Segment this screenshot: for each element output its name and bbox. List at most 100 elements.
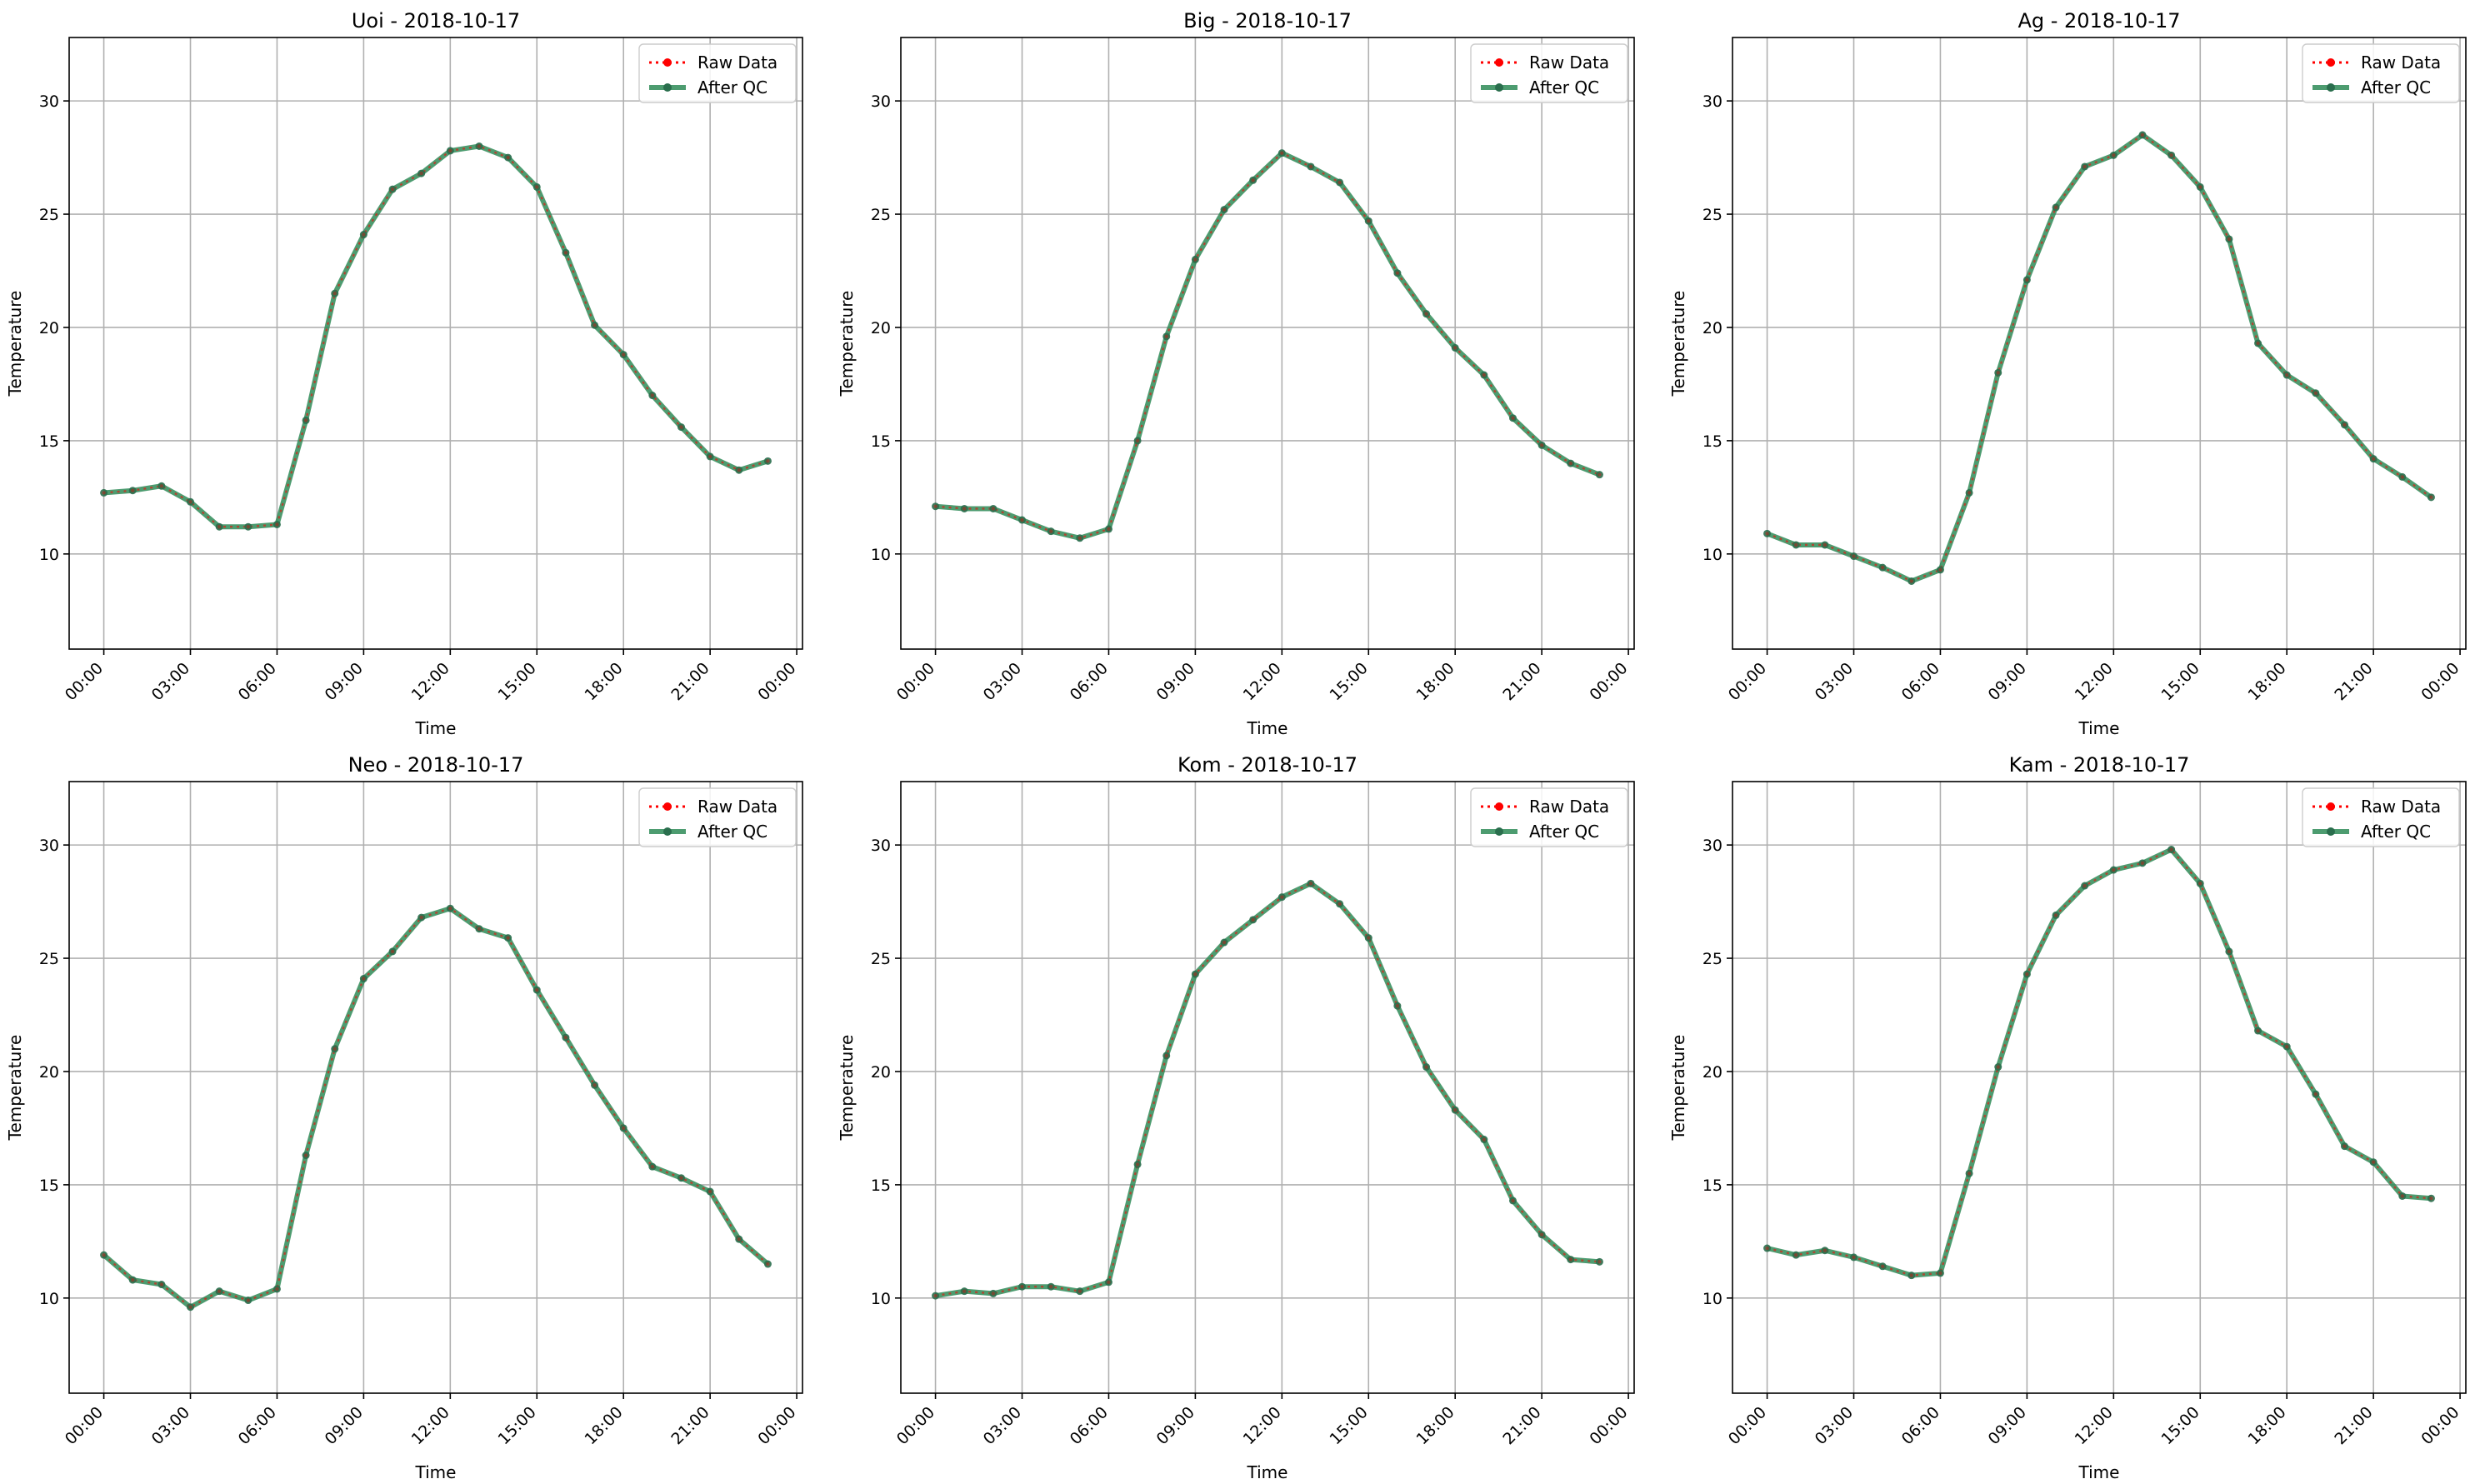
- data-point-raw-data: [679, 425, 682, 428]
- data-point-raw-data: [102, 1253, 105, 1257]
- legend-raw-data-marker: [2327, 58, 2335, 67]
- data-point-raw-data: [2285, 1045, 2288, 1048]
- data-point-raw-data: [1453, 1108, 1457, 1112]
- data-point-raw-data: [2082, 165, 2086, 168]
- chart-panel-5: Kom - 2018-10-1700:00 03:00 06:00 09:00 12:0…: [837, 753, 1634, 1482]
- legend: Raw DataAfter QC: [2302, 788, 2459, 847]
- data-point-raw-data: [1049, 529, 1052, 532]
- data-point-raw-data: [304, 418, 308, 422]
- legend: Raw DataAfter QC: [639, 44, 796, 102]
- axes-frame: [69, 37, 802, 649]
- data-point-raw-data: [1823, 1249, 1827, 1252]
- data-point-raw-data: [1424, 1065, 1428, 1068]
- legend: Raw DataAfter QC: [1471, 788, 1628, 847]
- data-point-raw-data: [708, 1190, 712, 1193]
- data-point-raw-data: [419, 916, 422, 919]
- data-point-raw-data: [275, 522, 278, 526]
- data-point-raw-data: [1193, 257, 1197, 261]
- data-point-raw-data: [1193, 972, 1197, 976]
- data-point-raw-data: [478, 927, 481, 931]
- legend-after-qc-marker: [663, 83, 672, 92]
- data-point-raw-data: [1569, 1257, 1572, 1261]
- data-point-raw-data: [2256, 1029, 2259, 1032]
- data-point-raw-data: [1938, 568, 1942, 572]
- x-tick-label: 09:00: [322, 659, 367, 704]
- x-tick-label: 21:00: [1499, 659, 1544, 704]
- x-axis-label: Time: [1247, 718, 1288, 738]
- x-tick-label: 06:00: [235, 659, 280, 704]
- data-point-raw-data: [1222, 207, 1226, 211]
- data-point-raw-data: [247, 1298, 250, 1302]
- data-point-raw-data: [1165, 335, 1168, 338]
- x-tick-label: 00:00: [754, 1403, 799, 1448]
- data-point-raw-data: [1338, 181, 1341, 184]
- x-tick-label: 12:00: [408, 1403, 453, 1448]
- data-point-raw-data: [564, 1036, 568, 1039]
- data-point-raw-data: [1222, 941, 1226, 944]
- x-tick-label: 15:00: [2158, 1403, 2203, 1448]
- data-point-raw-data: [2372, 1161, 2375, 1164]
- data-point-raw-data: [1251, 178, 1254, 182]
- y-tick-label: 10: [39, 1290, 59, 1308]
- data-point-raw-data: [2112, 868, 2115, 872]
- data-point-raw-data: [1280, 895, 1283, 898]
- data-point-raw-data: [2429, 1197, 2432, 1200]
- chart-title: Big - 2018-10-17: [1183, 9, 1352, 32]
- data-point-raw-data: [362, 977, 365, 980]
- y-axis-label: Temperature: [1668, 1035, 1688, 1142]
- chart-title: Ag - 2018-10-17: [2018, 9, 2180, 32]
- data-point-raw-data: [1107, 527, 1110, 531]
- legend-raw-data-label: Raw Data: [2361, 52, 2441, 72]
- data-point-raw-data: [1367, 936, 1370, 939]
- legend-after-qc-marker: [2327, 827, 2335, 836]
- x-tick-label: 00:00: [1725, 1403, 1770, 1448]
- series-line-after-qc: [104, 146, 768, 527]
- y-tick-label: 20: [1702, 319, 1722, 337]
- legend: Raw Data After QC: [639, 788, 796, 847]
- x-tick-label: 03:00: [148, 1403, 193, 1448]
- data-point-raw-data: [188, 500, 192, 503]
- series-line-raw-data: [104, 146, 768, 527]
- data-point-raw-data: [419, 172, 422, 175]
- y-tick-label: 15: [1702, 432, 1722, 451]
- legend-after-qc-marker: [1495, 83, 1503, 92]
- data-point-raw-data: [506, 936, 509, 939]
- x-tick-label: 00:00: [893, 1403, 938, 1448]
- data-point-raw-data: [1338, 902, 1341, 906]
- y-tick-label: 25: [1702, 206, 1722, 224]
- data-point-raw-data: [622, 352, 625, 356]
- data-point-raw-data: [1511, 1199, 1514, 1202]
- data-point-raw-data: [2054, 913, 2058, 917]
- data-point-raw-data: [766, 1262, 769, 1266]
- data-point-raw-data: [592, 323, 596, 327]
- chart-title: Uoi - 2018-10-17: [352, 9, 520, 32]
- data-point-raw-data: [1309, 165, 1312, 168]
- data-point-raw-data: [391, 187, 394, 191]
- data-point-raw-data: [160, 1282, 163, 1286]
- y-tick-label: 25: [871, 950, 891, 968]
- x-tick-label: 12:00: [408, 659, 453, 704]
- y-tick-label: 30: [1702, 837, 1722, 855]
- data-point-raw-data: [1881, 566, 1884, 569]
- data-point-raw-data: [448, 149, 452, 152]
- legend-after-qc-label: After QC: [698, 822, 768, 842]
- data-point-raw-data: [362, 232, 365, 236]
- data-point-raw-data: [1136, 1162, 1139, 1166]
- data-point-raw-data: [2082, 884, 2086, 887]
- data-point-raw-data: [1280, 151, 1283, 154]
- y-tick-label: 10: [1702, 546, 1722, 564]
- data-point-raw-data: [2256, 342, 2259, 345]
- data-point-raw-data: [1852, 554, 1855, 557]
- data-point-raw-data: [2401, 1194, 2404, 1197]
- data-point-raw-data: [622, 1127, 625, 1130]
- x-tick-label: 18:00: [2244, 1403, 2289, 1448]
- legend-after-qc-marker: [663, 827, 672, 836]
- data-point-raw-data: [1511, 417, 1514, 420]
- series-line-after-qc: [936, 153, 1600, 538]
- legend-raw-data-label: Raw Data: [698, 797, 778, 817]
- axes-frame: [901, 782, 1634, 1393]
- series-line-after-qc: [1768, 135, 2432, 582]
- x-tick-label: 21:00: [1499, 1403, 1544, 1448]
- y-axis-label: Temperature: [5, 291, 25, 397]
